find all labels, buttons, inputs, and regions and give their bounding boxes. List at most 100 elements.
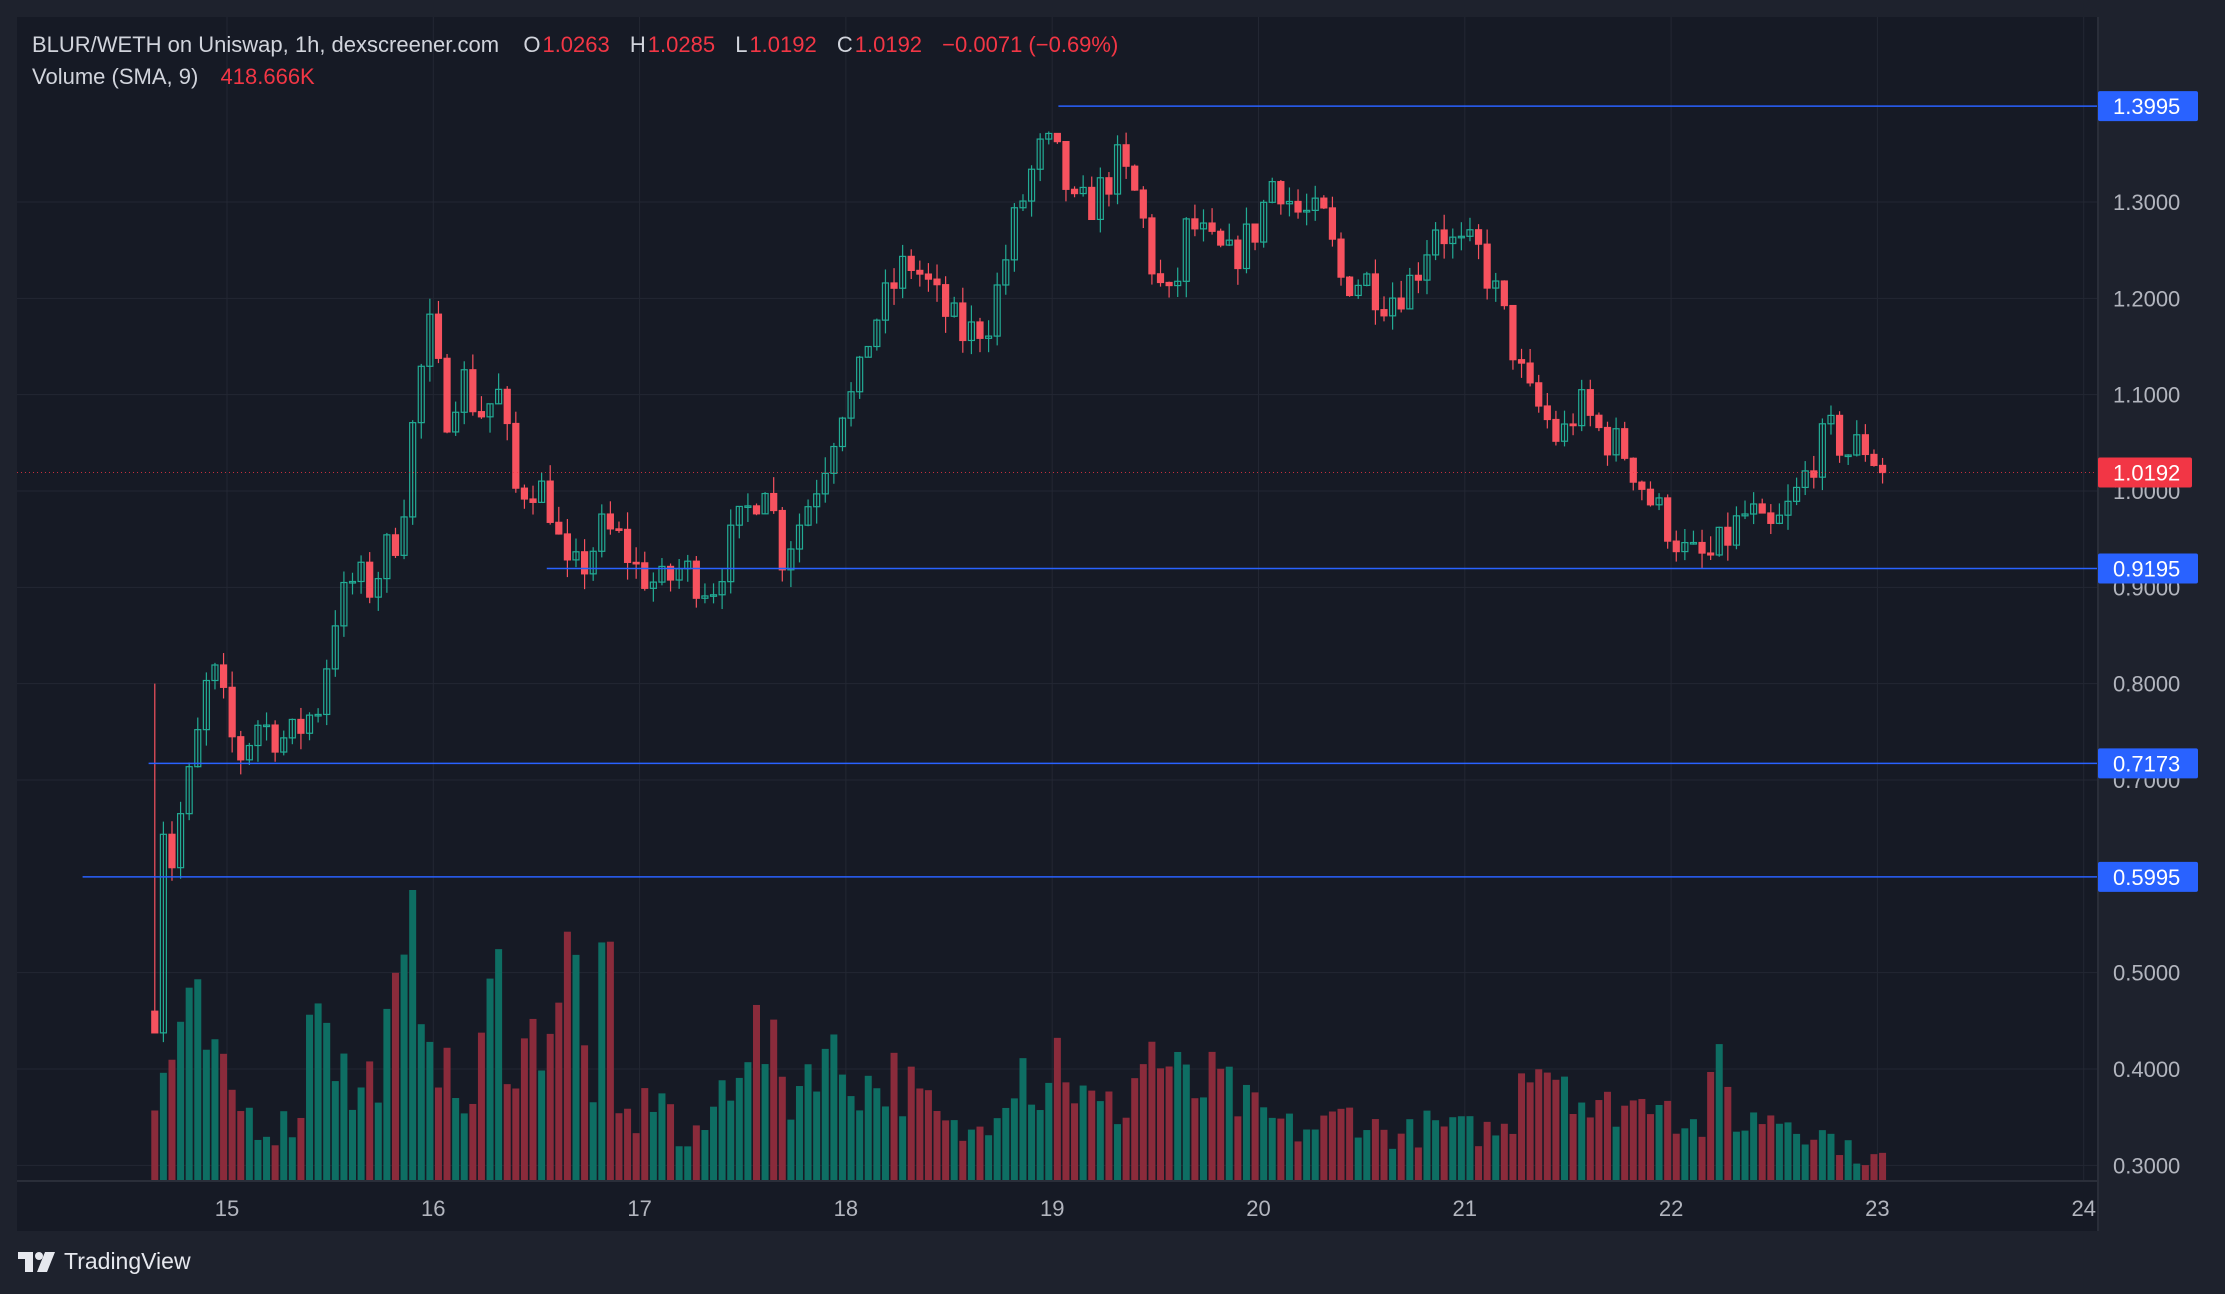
candle-up (314, 713, 322, 717)
volume-bar (942, 1120, 950, 1180)
volume-bar (340, 1053, 348, 1180)
candle-down (391, 534, 400, 556)
volume-value: 418.666K (220, 64, 315, 89)
volume-bar (495, 949, 503, 1180)
volume-bar (1010, 1098, 1018, 1180)
candle-up (1388, 297, 1397, 317)
volume-bar (1062, 1082, 1070, 1180)
candle-up (1741, 513, 1749, 517)
candle-up (1423, 254, 1431, 281)
volume-bar (1492, 1135, 1500, 1180)
volume-bar (838, 1074, 846, 1180)
volume-bar (1775, 1123, 1783, 1180)
volume-bar (735, 1077, 743, 1180)
volume-bar (675, 1146, 683, 1180)
volume-bar (787, 1119, 795, 1180)
candle-down (632, 561, 640, 565)
volume-bar (1371, 1119, 1379, 1180)
candle-down (1603, 426, 1612, 456)
volume-bar (1234, 1116, 1242, 1180)
candle-down (366, 561, 374, 598)
volume-bar (374, 1102, 382, 1180)
volume-bar (512, 1088, 520, 1180)
volume-bar (1449, 1117, 1457, 1180)
tradingview-logo-icon (18, 1251, 55, 1272)
tradingview-logo[interactable]: TradingView (18, 1248, 191, 1275)
volume-bar (1328, 1111, 1336, 1180)
level-price-label: 0.9195 (2113, 557, 2180, 582)
candle-down (1148, 217, 1156, 275)
candle-down (1105, 177, 1113, 195)
volume-bar (1311, 1129, 1319, 1180)
candle-down (1835, 414, 1844, 456)
price-tags: 1.3995 0.9195 0.7173 0.5995 1.0192 (2098, 91, 2198, 892)
candle-up (1449, 236, 1457, 245)
volume-bar (520, 1038, 528, 1180)
volume-bar (409, 890, 417, 1180)
candle-up (348, 580, 357, 584)
candle-up (838, 417, 847, 448)
candle-up (709, 594, 718, 597)
volume-bar (1861, 1165, 1869, 1180)
volume-bar (1148, 1041, 1156, 1180)
volume-bar (1483, 1121, 1491, 1180)
volume-bar (1432, 1120, 1440, 1180)
volume-bar (228, 1089, 236, 1180)
candle-up (1715, 526, 1723, 556)
candle-down (151, 1010, 159, 1034)
volume-bar (667, 1104, 675, 1180)
candle-down (1509, 304, 1517, 361)
x-tick-label: 16 (421, 1196, 445, 1221)
candle-down (1156, 273, 1165, 284)
volume-bar (985, 1135, 993, 1180)
chart-pane[interactable] (17, 17, 2098, 1231)
candle-up (813, 493, 821, 508)
candle-up (1775, 514, 1784, 524)
candle-up (1113, 144, 1122, 195)
volume-bar (168, 1059, 176, 1180)
candle-down (520, 487, 529, 500)
y-tick-label: 0.5000 (2113, 961, 2180, 986)
candle-down (1234, 239, 1242, 270)
low-label: L (735, 32, 748, 57)
volume-bar (1646, 1114, 1654, 1180)
candle-down (641, 562, 649, 589)
x-tick-label: 24 (2071, 1196, 2095, 1221)
candle-down (1131, 165, 1139, 191)
volume-bar (1251, 1092, 1259, 1180)
candle-up (1818, 423, 1826, 478)
volume-bar (684, 1146, 692, 1180)
volume-bar (503, 1084, 511, 1180)
candle-up (1285, 200, 1294, 205)
candle-up (718, 581, 726, 596)
candle-down (1517, 359, 1526, 364)
candle-up (1363, 273, 1371, 286)
volume-bar (177, 1021, 185, 1180)
candle-down (1277, 181, 1285, 205)
candle-up (280, 737, 288, 753)
candle-up (323, 668, 331, 716)
volume-bar (460, 1113, 468, 1180)
volume-bar (1457, 1116, 1465, 1180)
candle-up (804, 506, 812, 526)
candle-up (1578, 389, 1586, 427)
volume-bar (589, 1102, 597, 1180)
volume-bar (924, 1090, 932, 1180)
candle-down (1483, 243, 1491, 289)
candle-up (486, 403, 494, 418)
grid-lines (17, 17, 2098, 1180)
candle-up (417, 365, 425, 424)
candle-up (701, 595, 709, 599)
volume-bar (950, 1120, 958, 1180)
candle-down (1595, 414, 1603, 429)
candle-down (1414, 274, 1422, 281)
volume-bar (1397, 1133, 1405, 1180)
candle-down (1070, 188, 1079, 195)
volume-bar (1079, 1085, 1087, 1180)
candle-up (658, 565, 666, 583)
candle-down (615, 528, 623, 531)
volume-bar (220, 1053, 228, 1180)
volume-bar (1019, 1058, 1027, 1180)
candle-down (770, 492, 778, 512)
